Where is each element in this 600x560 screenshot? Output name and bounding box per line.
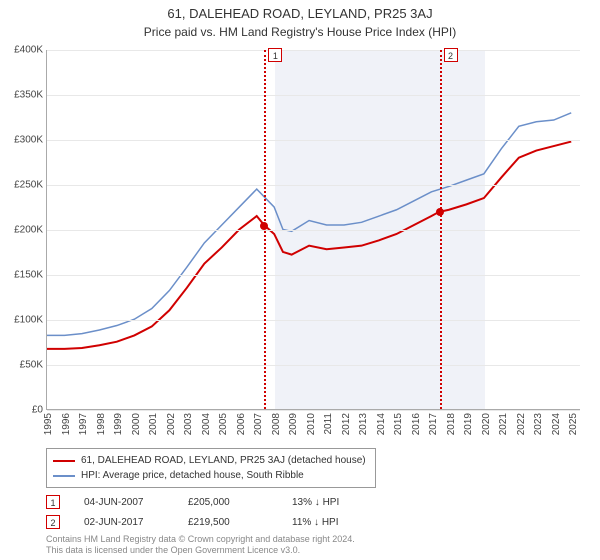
x-tick-label: 2018 — [446, 413, 457, 435]
gridline — [47, 410, 580, 411]
x-tick-label: 2019 — [463, 413, 474, 435]
row-delta: 11% ↓ HPI — [292, 517, 372, 528]
y-tick-label: £50K — [20, 360, 43, 371]
legend-swatch — [53, 475, 75, 477]
legend-row: HPI: Average price, detached house, Sout… — [53, 468, 369, 483]
row-price: £219,500 — [188, 517, 268, 528]
chart-title: 61, DALEHEAD ROAD, LEYLAND, PR25 3AJ — [0, 0, 600, 23]
x-tick-label: 2012 — [341, 413, 352, 435]
gridline — [47, 95, 580, 96]
y-tick-label: £0 — [32, 405, 43, 416]
transaction-rows: 1 04-JUN-2007 £205,000 13% ↓ HPI 2 02-JUN-201… — [46, 492, 372, 532]
chart-container: 61, DALEHEAD ROAD, LEYLAND, PR25 3AJ Pri… — [0, 0, 600, 560]
legend-row: 61, DALEHEAD ROAD, LEYLAND, PR25 3AJ (de… — [53, 453, 369, 468]
row-date: 02-JUN-2017 — [84, 517, 164, 528]
x-tick-label: 1999 — [113, 413, 124, 435]
row-date: 04-JUN-2007 — [84, 497, 164, 508]
row-number-box: 2 — [46, 515, 60, 529]
series-property — [47, 142, 571, 349]
x-tick-label: 2022 — [516, 413, 527, 435]
x-tick-label: 2023 — [533, 413, 544, 435]
series-hpi — [47, 113, 571, 336]
x-tick-label: 2014 — [376, 413, 387, 435]
x-tick-label: 1996 — [61, 413, 72, 435]
x-tick-label: 2016 — [411, 413, 422, 435]
chart-subtitle: Price paid vs. HM Land Registry's House … — [0, 23, 600, 39]
marker-line — [264, 50, 266, 409]
transaction-row: 1 04-JUN-2007 £205,000 13% ↓ HPI — [46, 492, 372, 512]
x-tick-label: 2010 — [306, 413, 317, 435]
marker-number-box: 2 — [444, 48, 458, 62]
legend: 61, DALEHEAD ROAD, LEYLAND, PR25 3AJ (de… — [46, 448, 376, 488]
gridline — [47, 140, 580, 141]
x-tick-label: 2017 — [428, 413, 439, 435]
gridline — [47, 185, 580, 186]
row-price: £205,000 — [188, 497, 268, 508]
footer-line-1: Contains HM Land Registry data © Crown c… — [46, 534, 355, 545]
row-number-box: 1 — [46, 495, 60, 509]
x-tick-label: 2000 — [131, 413, 142, 435]
y-tick-label: £200K — [14, 225, 43, 236]
gridline — [47, 275, 580, 276]
y-tick-label: £350K — [14, 90, 43, 101]
data-point-dot — [260, 222, 268, 230]
x-tick-label: 2008 — [271, 413, 282, 435]
x-tick-label: 2025 — [568, 413, 579, 435]
x-tick-label: 1995 — [43, 413, 54, 435]
x-tick-label: 1998 — [96, 413, 107, 435]
x-tick-label: 2011 — [323, 413, 334, 435]
gridline — [47, 320, 580, 321]
footer-line-2: This data is licensed under the Open Gov… — [46, 545, 355, 556]
y-tick-label: £400K — [14, 45, 43, 56]
x-tick-label: 2006 — [236, 413, 247, 435]
gridline — [47, 230, 580, 231]
x-tick-label: 2015 — [393, 413, 404, 435]
x-tick-label: 2001 — [148, 413, 159, 435]
y-tick-label: £100K — [14, 315, 43, 326]
x-tick-label: 2007 — [253, 413, 264, 435]
row-delta: 13% ↓ HPI — [292, 497, 372, 508]
y-tick-label: £250K — [14, 180, 43, 191]
legend-label: HPI: Average price, detached house, Sout… — [81, 468, 304, 483]
data-point-dot — [436, 208, 444, 216]
legend-swatch — [53, 460, 75, 462]
y-tick-label: £150K — [14, 270, 43, 281]
gridline — [47, 365, 580, 366]
marker-number-box: 1 — [268, 48, 282, 62]
gridline — [47, 50, 580, 51]
x-tick-label: 2003 — [183, 413, 194, 435]
x-tick-label: 2009 — [288, 413, 299, 435]
x-tick-label: 2004 — [201, 413, 212, 435]
x-tick-label: 2024 — [551, 413, 562, 435]
marker-line — [440, 50, 442, 409]
x-tick-label: 2020 — [481, 413, 492, 435]
transaction-row: 2 02-JUN-2017 £219,500 11% ↓ HPI — [46, 512, 372, 532]
x-tick-label: 2013 — [358, 413, 369, 435]
legend-label: 61, DALEHEAD ROAD, LEYLAND, PR25 3AJ (de… — [81, 453, 366, 468]
x-tick-label: 2005 — [218, 413, 229, 435]
x-tick-label: 2002 — [166, 413, 177, 435]
x-tick-label: 1997 — [78, 413, 89, 435]
y-tick-label: £300K — [14, 135, 43, 146]
footer-note: Contains HM Land Registry data © Crown c… — [46, 534, 355, 556]
x-tick-label: 2021 — [498, 413, 509, 435]
plot-area: £0£50K£100K£150K£200K£250K£300K£350K£400… — [46, 50, 580, 410]
